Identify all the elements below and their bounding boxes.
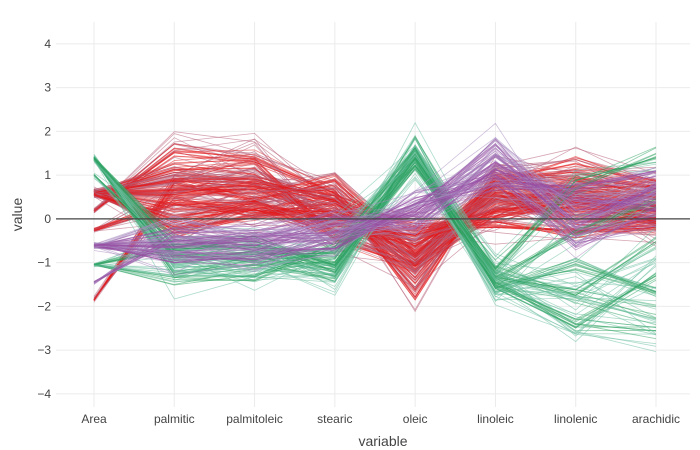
y-tick-label: 3	[44, 81, 51, 95]
y-tick-label: 4	[44, 37, 51, 51]
y-tick-label: −1	[37, 256, 51, 270]
series-line	[93, 194, 657, 234]
series-line	[93, 162, 657, 247]
x-tick-label: palmitoleic	[226, 412, 283, 426]
x-tick-label: linolenic	[554, 412, 597, 426]
series-line	[93, 171, 657, 253]
series-line	[93, 145, 657, 326]
series-line	[93, 150, 657, 291]
y-tick-label: −4	[37, 387, 51, 401]
series-line	[93, 176, 657, 247]
series-line	[93, 161, 657, 316]
series-line	[93, 154, 657, 245]
axes: −4 −3 −2 −1 0 1 2 3 4 Area palmitic palmitoleic stea…	[37, 37, 690, 426]
x-tick-label: arachidic	[632, 412, 680, 426]
series-line	[93, 155, 657, 249]
series-line	[93, 161, 657, 334]
y-tick-label: 1	[44, 168, 51, 182]
series-line	[93, 166, 657, 266]
x-tick-label: linoleic	[477, 412, 514, 426]
y-tick-label: −3	[37, 343, 51, 357]
x-tick-label: oleic	[403, 412, 428, 426]
series-line	[93, 182, 657, 260]
x-tick-label: palmitic	[154, 412, 195, 426]
y-tick-label: −2	[37, 299, 51, 313]
y-tick-label: 0	[44, 212, 51, 226]
series-line	[93, 170, 657, 255]
series-line	[93, 149, 657, 323]
y-axis-title: value	[9, 198, 25, 232]
x-axis-title: variable	[358, 433, 407, 449]
x-tick-label: Area	[81, 412, 107, 426]
series-line	[93, 175, 657, 284]
series-line	[93, 153, 657, 329]
series-line	[93, 155, 657, 321]
x-tick-label: stearic	[317, 412, 352, 426]
series-line	[93, 157, 657, 273]
series-lines	[93, 121, 657, 352]
y-tick-label: 2	[44, 124, 51, 138]
series-line	[93, 179, 657, 276]
series-line	[93, 167, 657, 247]
